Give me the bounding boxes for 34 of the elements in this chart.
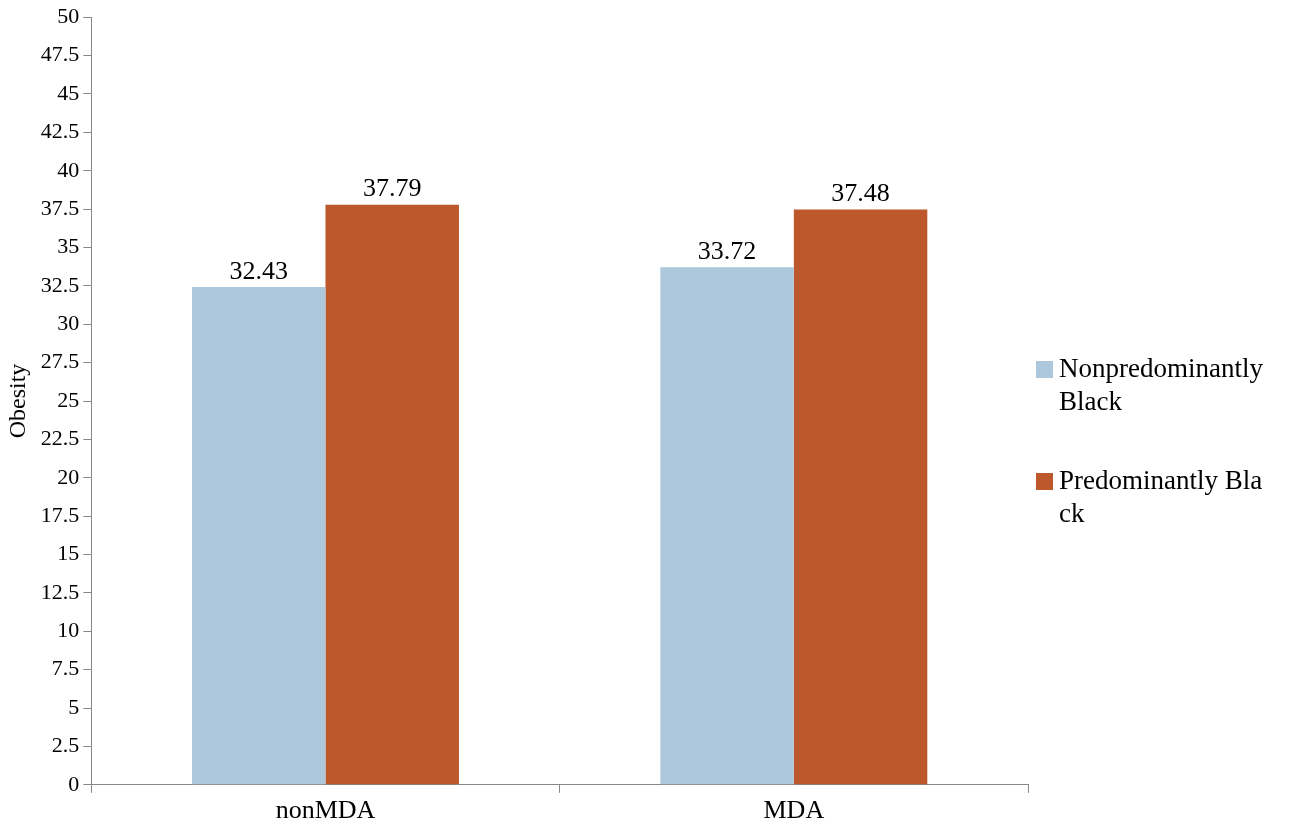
legend-label: Nonpredominantly Black	[1059, 352, 1264, 418]
y-tick-label: 30	[57, 310, 80, 336]
y-tick-label: 47.5	[40, 41, 80, 67]
y-tick-label: 15	[57, 540, 80, 566]
data-label: 33.72	[697, 235, 757, 265]
bar	[660, 267, 794, 785]
x-tick-label: MDA	[763, 795, 825, 825]
y-tick-label: 50	[57, 2, 80, 28]
bar	[192, 286, 326, 785]
y-tick-label: 35	[57, 233, 80, 259]
y-tick-label: 22.5	[40, 425, 80, 451]
y-tick-label: 10	[57, 617, 80, 643]
x-tick-label: nonMDA	[275, 795, 376, 825]
y-tick-label: 37.5	[40, 194, 80, 220]
bar	[325, 204, 459, 785]
y-tick-label: 20	[57, 463, 80, 489]
data-label: 32.43	[229, 255, 288, 285]
y-tick-label: 45	[57, 79, 80, 105]
y-tick-label: 40	[57, 156, 80, 182]
y-tick-label: 32.5	[40, 271, 80, 297]
y-tick-label: 17.5	[40, 501, 80, 527]
y-tick-label: 42.5	[40, 118, 80, 144]
y-tick-label: 2.5	[51, 732, 80, 758]
data-label: 37.48	[831, 178, 890, 208]
y-tick-label: 5	[68, 693, 80, 719]
bar	[793, 209, 928, 785]
y-axis-title: Obesity	[3, 363, 30, 439]
y-tick-label: 0	[68, 770, 80, 796]
y-tick-label: 27.5	[40, 348, 80, 374]
y-tick-label: 12.5	[40, 578, 80, 604]
legend-label: Predominantly Black	[1059, 464, 1264, 530]
y-tick-label: 25	[57, 386, 80, 412]
data-label: 37.79	[362, 173, 422, 203]
y-tick-label: 7.5	[51, 655, 80, 681]
